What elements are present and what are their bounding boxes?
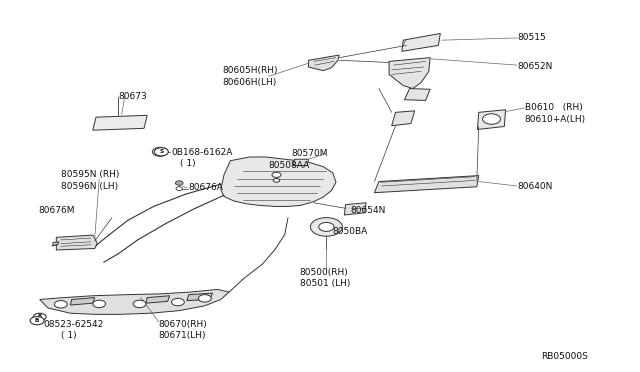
Polygon shape (404, 89, 430, 100)
Circle shape (152, 147, 168, 156)
Text: 80605H(RH): 80605H(RH) (223, 66, 278, 75)
Polygon shape (477, 110, 506, 129)
Circle shape (33, 313, 46, 321)
Polygon shape (93, 115, 147, 130)
Text: ( 1): ( 1) (61, 331, 76, 340)
Circle shape (198, 295, 211, 302)
Text: 8050BA: 8050BA (333, 227, 368, 236)
Circle shape (30, 317, 44, 325)
Text: 80595N (RH): 80595N (RH) (61, 170, 119, 179)
Circle shape (319, 222, 334, 231)
Text: 80596N (LH): 80596N (LH) (61, 182, 118, 191)
Text: 0B168-6162A: 0B168-6162A (171, 148, 232, 157)
Polygon shape (52, 242, 59, 246)
Text: 80676M: 80676M (38, 206, 75, 215)
Text: 80500(RH): 80500(RH) (300, 268, 348, 277)
Circle shape (176, 187, 182, 190)
Polygon shape (392, 111, 415, 126)
Circle shape (172, 298, 184, 306)
Polygon shape (402, 33, 440, 51)
Text: 80610+A(LH): 80610+A(LH) (525, 115, 586, 124)
Text: 80508AA: 80508AA (269, 161, 310, 170)
Polygon shape (187, 293, 212, 301)
Polygon shape (56, 235, 97, 250)
Polygon shape (389, 58, 430, 89)
Text: 80673: 80673 (118, 92, 147, 101)
Text: RB05000S: RB05000S (541, 352, 588, 361)
Text: S: S (157, 149, 163, 154)
Circle shape (273, 179, 280, 182)
Text: 80515: 80515 (517, 33, 546, 42)
Text: ( 1): ( 1) (180, 159, 196, 168)
Polygon shape (40, 289, 229, 314)
Polygon shape (146, 296, 170, 303)
Text: 80670(RH): 80670(RH) (159, 320, 207, 329)
Circle shape (310, 218, 342, 236)
Circle shape (54, 301, 67, 308)
Circle shape (93, 300, 106, 308)
Text: 80671(LH): 80671(LH) (159, 331, 206, 340)
Text: B0610   (RH): B0610 (RH) (525, 103, 582, 112)
Text: B: B (38, 314, 42, 320)
Circle shape (483, 114, 500, 124)
Polygon shape (293, 159, 308, 166)
Text: B: B (35, 318, 39, 323)
Polygon shape (374, 176, 479, 193)
Circle shape (154, 148, 168, 156)
Text: 08523-62542: 08523-62542 (44, 320, 104, 329)
Polygon shape (70, 298, 95, 305)
Text: 80652N: 80652N (517, 62, 552, 71)
Text: 80676A: 80676A (189, 183, 223, 192)
Text: 80640N: 80640N (517, 182, 552, 191)
Polygon shape (344, 203, 366, 215)
Circle shape (272, 172, 281, 177)
Text: S: S (159, 149, 163, 154)
Text: 80501 (LH): 80501 (LH) (300, 279, 350, 288)
Circle shape (175, 181, 183, 185)
Text: 80606H(LH): 80606H(LH) (223, 78, 277, 87)
Circle shape (133, 300, 146, 308)
Polygon shape (221, 157, 336, 206)
Text: 80654N: 80654N (351, 206, 386, 215)
Polygon shape (308, 55, 339, 71)
Text: 80570M: 80570M (292, 149, 328, 158)
